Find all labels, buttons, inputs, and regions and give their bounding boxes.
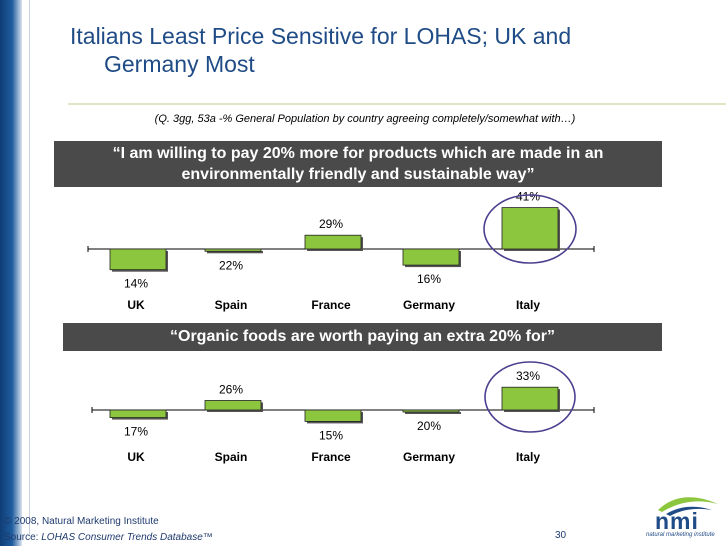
chart1-data-label-spain: 22% (219, 258, 243, 272)
logo-text: nmi (655, 508, 699, 534)
chart2-data-label-uk: 17% (124, 425, 148, 439)
chart2-category-label-uk: UK (127, 450, 145, 464)
chart1-category-label-spain: Spain (215, 298, 248, 312)
chart1-bar-shadow-spain (207, 251, 263, 254)
title-divider (68, 103, 726, 105)
chart1-bar-france (304, 234, 362, 250)
chart1-data-label-france: 29% (319, 217, 343, 231)
footer-copyright: © 2008, Natural Marketing Institute (4, 516, 159, 527)
chart2-bar-france (304, 409, 362, 422)
chart1-data-label-italy: 41% (516, 190, 540, 204)
chart2-banner: “Organic foods are worth paying an extra… (63, 323, 662, 351)
chart1-category-label-uk: UK (127, 298, 145, 312)
chart2-bar-shadow-germany (405, 412, 461, 414)
chart2-category-label-germany: Germany (403, 450, 455, 464)
chart1-data-label-germany: 16% (417, 272, 441, 286)
chart2-category-label-france: France (311, 450, 351, 464)
slide-title: Italians Least Price Sensitive for LOHAS… (70, 22, 630, 78)
left-accent-line (29, 0, 30, 536)
chart1-highlight-circle (483, 194, 577, 264)
slide-title-line2: Germany Most (104, 51, 255, 77)
chart2-bar-italy (501, 386, 559, 411)
footer-source: Source: LOHAS Consumer Trends Database™ (4, 532, 213, 543)
footer-source-name: LOHAS Consumer Trends Database™ (41, 532, 213, 543)
chart2-highlight-circle (484, 361, 576, 433)
nmi-logo-icon (658, 497, 718, 516)
chart2-bar-spain (204, 400, 262, 411)
logo-tagline: natural marketing institute (646, 532, 715, 538)
chart1-category-label-france: France (311, 298, 351, 312)
chart2-data-label-france: 15% (319, 428, 343, 442)
chart1-category-label-germany: Germany (403, 298, 455, 312)
chart2-category-label-spain: Spain (215, 450, 248, 464)
chart2-category-label-italy: Italy (516, 450, 540, 464)
chart1-data-label-uk: 14% (124, 277, 148, 291)
chart2-bar-germany (402, 409, 460, 413)
chart1-bar-uk (109, 248, 167, 271)
chart1-bar-spain (204, 248, 262, 252)
chart1-banner: “I am willing to pay 20% more for produc… (54, 141, 662, 187)
chart1-category-label-italy: Italy (516, 298, 540, 312)
slide-title-line1: Italians Least Price Sensitive for LOHAS… (70, 23, 572, 49)
left-accent-bar (0, 0, 22, 546)
chart2-data-label-italy: 33% (516, 369, 540, 383)
chart2-data-label-germany: 20% (417, 419, 441, 433)
footer-source-prefix: Source: (4, 532, 42, 543)
page-number: 30 (555, 530, 567, 541)
chart1-bar-italy (501, 207, 559, 250)
chart2-bar-uk (109, 409, 167, 418)
question-subtitle: (Q. 3gg, 53a -% General Population by co… (154, 113, 576, 125)
chart2-data-label-spain: 26% (219, 383, 243, 397)
chart1-bar-germany (402, 248, 460, 266)
